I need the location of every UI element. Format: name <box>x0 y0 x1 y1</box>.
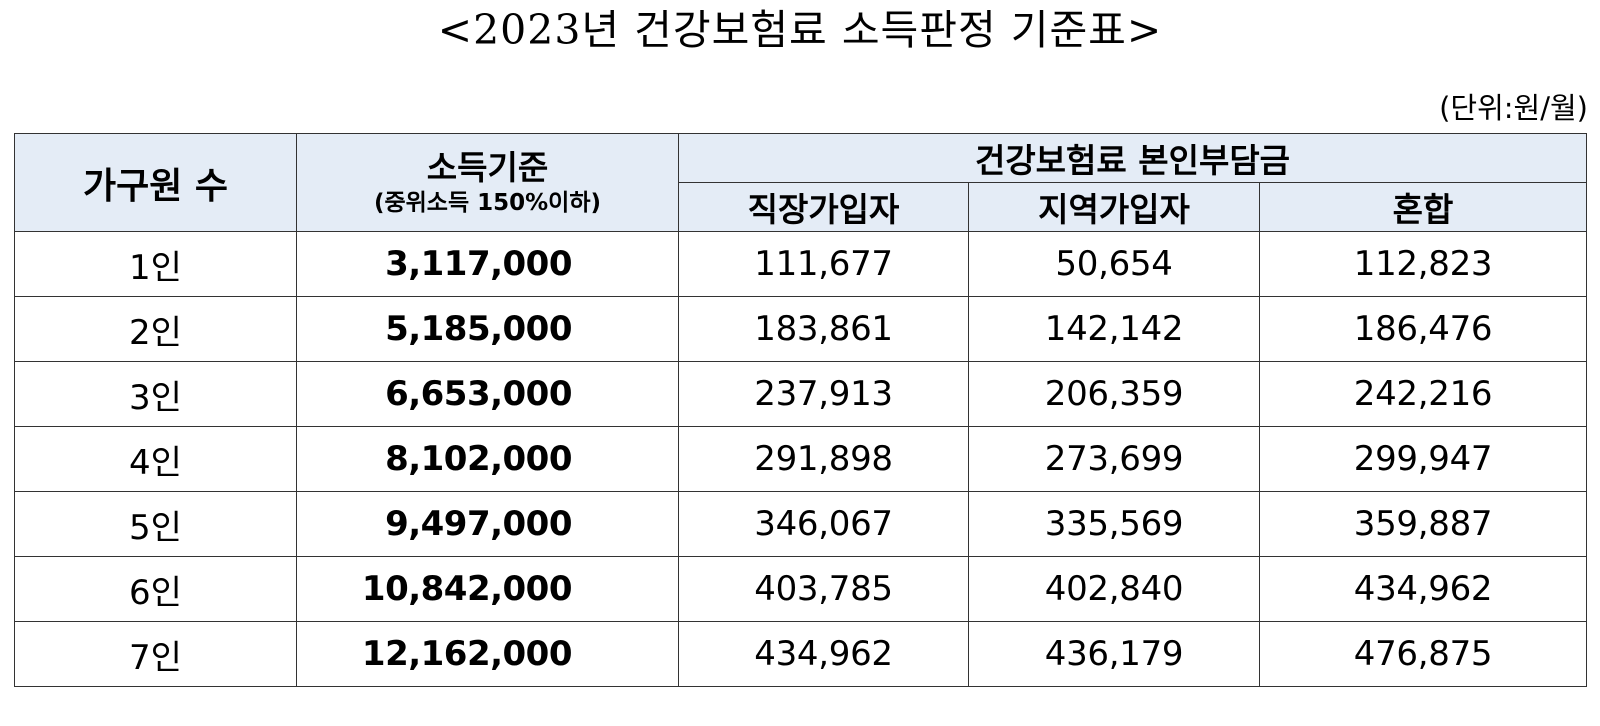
table-row: 7인 12,162,000 434,962 436,179 476,875 <box>14 621 1588 687</box>
cell-mixed: 186,476 <box>1258 296 1588 362</box>
cell-employee: 111,677 <box>678 231 969 297</box>
cell-employee: 291,898 <box>678 426 969 492</box>
cell-regional: 335,569 <box>968 491 1260 557</box>
cell-income: 3,117,000 <box>296 231 679 297</box>
cell-regional: 436,179 <box>968 621 1260 687</box>
header-regional: 지역가입자 <box>968 182 1260 232</box>
cell-employee: 346,067 <box>678 491 969 557</box>
cell-mixed: 434,962 <box>1258 556 1588 622</box>
cell-mixed: 299,947 <box>1258 426 1588 492</box>
table-row: 4인 8,102,000 291,898 273,699 299,947 <box>14 426 1588 492</box>
table-row: 3인 6,653,000 237,913 206,359 242,216 <box>14 361 1588 427</box>
cell-employee: 237,913 <box>678 361 969 427</box>
header-premium-group: 건강보험료 본인부담금 <box>677 133 1588 183</box>
cell-income: 10,842,000 <box>296 556 679 622</box>
cell-regional: 142,142 <box>968 296 1260 362</box>
cell-household: 1인 <box>14 231 297 297</box>
cell-employee: 183,861 <box>678 296 969 362</box>
cell-household: 7인 <box>14 621 297 687</box>
header-mixed: 혼합 <box>1258 182 1588 232</box>
cell-mixed: 242,216 <box>1258 361 1588 427</box>
cell-regional: 402,840 <box>968 556 1260 622</box>
header-household-count: 가구원 수 <box>14 133 297 232</box>
cell-regional: 206,359 <box>968 361 1260 427</box>
page-title: <2023년 건강보험료 소득판정 기준표> <box>437 6 1163 54</box>
cell-household: 2인 <box>14 296 297 362</box>
header-income-criteria: 소득기준 (중위소득 150%이하) <box>296 133 679 232</box>
unit-label: (단위:원/월) <box>1439 91 1588 125</box>
cell-employee: 434,962 <box>678 621 969 687</box>
cell-employee: 403,785 <box>678 556 969 622</box>
income-criteria-table: 가구원 수 소득기준 (중위소득 150%이하) 건강보험료 본인부담금 직장가… <box>14 133 1588 687</box>
cell-income: 6,653,000 <box>296 361 679 427</box>
cell-household: 4인 <box>14 426 297 492</box>
cell-mixed: 359,887 <box>1258 491 1588 557</box>
cell-regional: 50,654 <box>968 231 1260 297</box>
cell-regional: 273,699 <box>968 426 1260 492</box>
cell-income: 5,185,000 <box>296 296 679 362</box>
table-row: 2인 5,185,000 183,861 142,142 186,476 <box>14 296 1588 362</box>
cell-income: 12,162,000 <box>296 621 679 687</box>
cell-household: 6인 <box>14 556 297 622</box>
header-income-criteria-note: (중위소득 150%이하) <box>373 189 602 216</box>
header-income-criteria-label: 소득기준 <box>426 147 549 187</box>
table-row: 6인 10,842,000 403,785 402,840 434,962 <box>14 556 1588 622</box>
table-row: 5인 9,497,000 346,067 335,569 359,887 <box>14 491 1588 557</box>
cell-household: 5인 <box>14 491 297 557</box>
header-employee: 직장가입자 <box>678 182 969 232</box>
cell-income: 8,102,000 <box>296 426 679 492</box>
cell-income: 9,497,000 <box>296 491 679 557</box>
cell-mixed: 476,875 <box>1258 621 1588 687</box>
cell-mixed: 112,823 <box>1258 231 1588 297</box>
cell-household: 3인 <box>14 361 297 427</box>
table-row: 1인 3,117,000 111,677 50,654 112,823 <box>14 231 1588 297</box>
